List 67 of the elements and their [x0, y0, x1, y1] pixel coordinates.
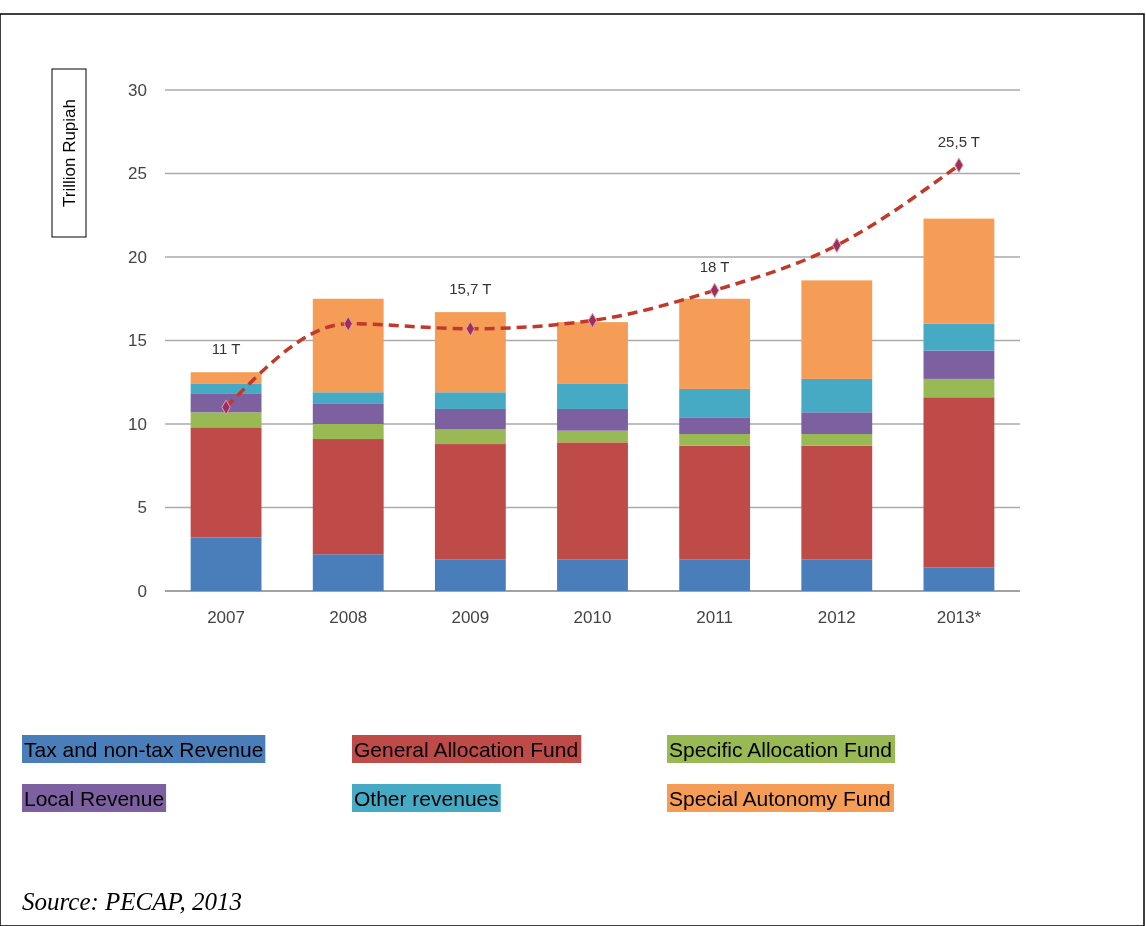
bar: [312, 298, 384, 393]
bar: [312, 424, 384, 440]
bar: [557, 383, 628, 409]
bar: [923, 350, 995, 379]
bar: [434, 392, 506, 409]
text: Special Autonomy Fund: [669, 787, 891, 810]
bar: [557, 442, 628, 560]
bar: [679, 417, 751, 435]
bar: [434, 429, 506, 445]
bar: [557, 408, 628, 431]
x-tick-label: 2010: [573, 608, 612, 627]
y-tick-label: 30: [128, 80, 147, 100]
bar: [801, 445, 873, 560]
bar: [557, 559, 628, 591]
bar: [434, 559, 506, 591]
bar: [434, 408, 506, 430]
bar: [190, 537, 262, 591]
bar: [923, 567, 995, 591]
data-label: 11 T: [211, 340, 241, 358]
text: Tax and non-tax Revenue: [24, 738, 264, 761]
bar: [801, 412, 873, 435]
text: General Allocation Fund: [354, 738, 579, 761]
x-tick-label: 2013*: [936, 608, 982, 627]
bar: [312, 392, 384, 404]
bar: [801, 434, 873, 446]
bar: [557, 322, 628, 384]
x-tick-label: 2007: [207, 608, 245, 627]
x-tick-label: 2012: [817, 608, 856, 627]
bar: [190, 412, 262, 428]
text: Specific Allocation Fund: [669, 738, 892, 761]
y-tick-label: 5: [137, 498, 147, 518]
bar: [190, 383, 262, 394]
y-axis-title: Trillion Rupiah: [60, 98, 79, 208]
y-tick-label: 25: [128, 164, 147, 184]
y-tick-label: 0: [137, 581, 147, 601]
bar: [679, 445, 751, 560]
bar: [312, 439, 384, 555]
y-tick-label: 10: [128, 414, 147, 434]
bar: [679, 388, 751, 418]
bar: [679, 559, 751, 591]
bar: [557, 430, 628, 443]
data-label: 15,7 T: [449, 280, 492, 298]
bar: [923, 397, 995, 568]
bar: [190, 427, 262, 538]
bar: [923, 218, 995, 324]
bar: [923, 323, 995, 351]
bar: [312, 403, 384, 424]
x-tick-label: 2008: [329, 608, 368, 627]
bar: [679, 434, 751, 446]
bar: [434, 444, 506, 560]
data-label: 25,5 T: [937, 133, 981, 151]
text: Local Revenue: [24, 787, 165, 810]
bar: [679, 298, 751, 389]
y-tick-label: 15: [128, 331, 147, 351]
text: Other revenues: [354, 787, 499, 810]
source-note: Source: PECAP, 2013: [22, 888, 243, 915]
bar: [801, 280, 873, 379]
bar: [312, 554, 384, 591]
bar: [434, 312, 506, 393]
x-tick-label: 2011: [696, 608, 733, 627]
bar: [923, 378, 995, 398]
data-label: 18 T: [699, 258, 730, 276]
bar: [801, 378, 873, 413]
bar: [190, 372, 262, 384]
bar: [801, 559, 873, 591]
x-tick-label: 2009: [451, 608, 490, 627]
y-tick-label: 20: [128, 247, 147, 267]
